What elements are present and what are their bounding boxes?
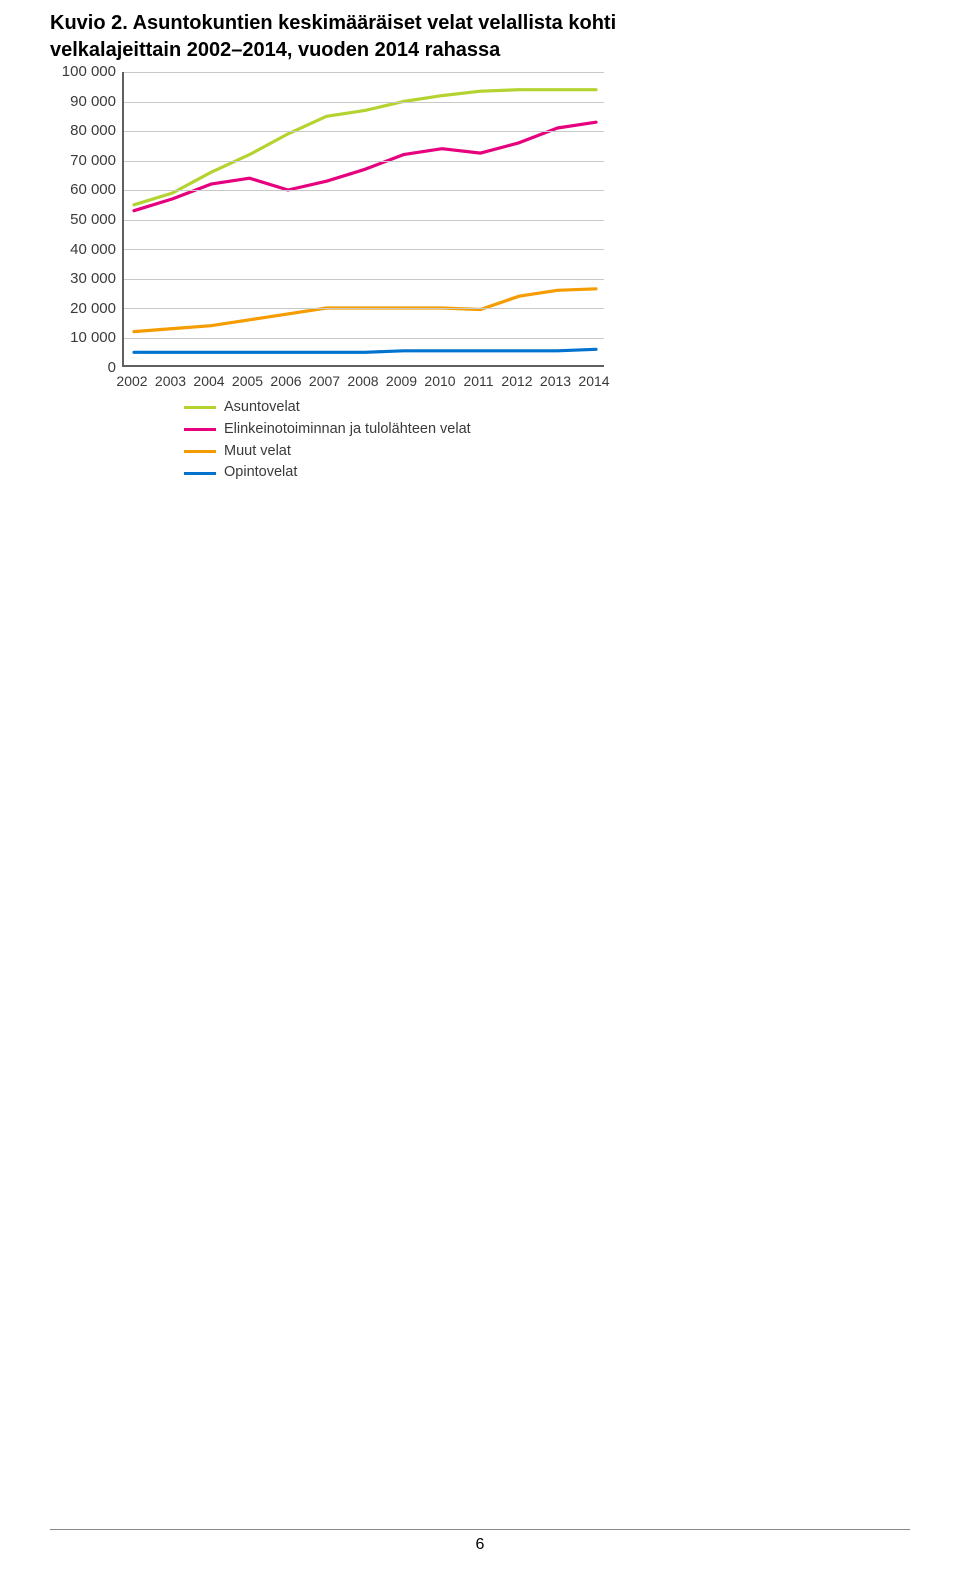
series-line — [134, 90, 596, 205]
y-tick-label: 100 000 — [62, 63, 116, 80]
x-axis: 2002200320042005200620072008200920102011… — [122, 367, 604, 389]
legend-item: Elinkeinotoiminnan ja tulolähteen velat — [184, 419, 614, 441]
legend-item: Muut velat — [184, 441, 614, 463]
gridline — [124, 338, 604, 339]
legend-label: Opintovelat — [224, 462, 297, 484]
x-tick-label: 2007 — [305, 373, 344, 389]
x-tick-label: 2002 — [113, 373, 152, 389]
title-line-1: Kuvio 2. Asuntokuntien keskimääräiset ve… — [50, 12, 616, 34]
legend-label: Asuntovelat — [224, 397, 300, 419]
x-tick-label: 2009 — [382, 373, 421, 389]
x-tick-label: 2003 — [151, 373, 190, 389]
gridline — [124, 190, 604, 191]
y-tick-label: 60 000 — [70, 181, 116, 198]
y-tick-label: 30 000 — [70, 270, 116, 287]
series-line — [134, 289, 596, 332]
page: Kuvio 2. Asuntokuntien keskimääräiset ve… — [0, 0, 960, 1572]
y-axis: 100 000 90 000 80 000 70 000 60 000 50 000 40 … — [54, 63, 122, 376]
y-tick-label: 10 000 — [70, 329, 116, 346]
legend-swatch — [184, 406, 216, 409]
page-footer: 6 — [50, 1529, 910, 1554]
gridline — [124, 249, 604, 250]
x-tick-label: 2011 — [459, 373, 498, 389]
legend-swatch — [184, 450, 216, 453]
y-tick-label: 80 000 — [70, 122, 116, 139]
series-line — [134, 122, 596, 211]
y-tick-label: 70 000 — [70, 152, 116, 169]
y-tick-label: 90 000 — [70, 93, 116, 110]
page-number: 6 — [476, 1536, 485, 1553]
legend-item: Opintovelat — [184, 462, 614, 484]
plot-area — [122, 72, 604, 367]
x-tick-label: 2005 — [228, 373, 267, 389]
legend: AsuntovelatElinkeinotoiminnan ja tuloläh… — [184, 397, 614, 484]
line-chart: 100 00090 00080 00070 00060 00050 00040 … — [54, 72, 614, 484]
x-tick-label: 2013 — [536, 373, 575, 389]
gridline — [124, 161, 604, 162]
gridline — [124, 72, 604, 73]
x-tick-label: 2006 — [267, 373, 306, 389]
x-tick-label: 2010 — [421, 373, 460, 389]
legend-label: Elinkeinotoiminnan ja tulolähteen velat — [224, 419, 471, 441]
gridline — [124, 220, 604, 221]
x-tick-label: 2012 — [498, 373, 537, 389]
figure-title: Kuvio 2. Asuntokuntien keskimääräiset ve… — [50, 10, 910, 64]
x-tick-label: 2014 — [575, 373, 614, 389]
gridline — [124, 308, 604, 309]
legend-swatch — [184, 472, 216, 475]
gridline — [124, 131, 604, 132]
plot-wrap: 100 00090 00080 00070 00060 00050 00040 … — [54, 72, 614, 367]
legend-item: Asuntovelat — [184, 397, 614, 419]
title-line-2: velkalajeittain 2002–2014, vuoden 2014 r… — [50, 39, 500, 61]
gridline — [124, 279, 604, 280]
x-tick-label: 2008 — [344, 373, 383, 389]
y-tick-label: 50 000 — [70, 211, 116, 228]
series-line — [134, 349, 596, 352]
y-tick-label: 40 000 — [70, 241, 116, 258]
y-tick-label: 20 000 — [70, 300, 116, 317]
gridline — [124, 102, 604, 103]
legend-swatch — [184, 428, 216, 431]
x-tick-label: 2004 — [190, 373, 229, 389]
legend-label: Muut velat — [224, 441, 291, 463]
